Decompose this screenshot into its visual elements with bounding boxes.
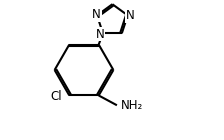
Text: NH₂: NH₂ [121, 99, 143, 112]
Text: N: N [126, 9, 135, 22]
Text: N: N [92, 8, 101, 21]
Text: Cl: Cl [50, 90, 62, 103]
Text: N: N [95, 28, 104, 41]
